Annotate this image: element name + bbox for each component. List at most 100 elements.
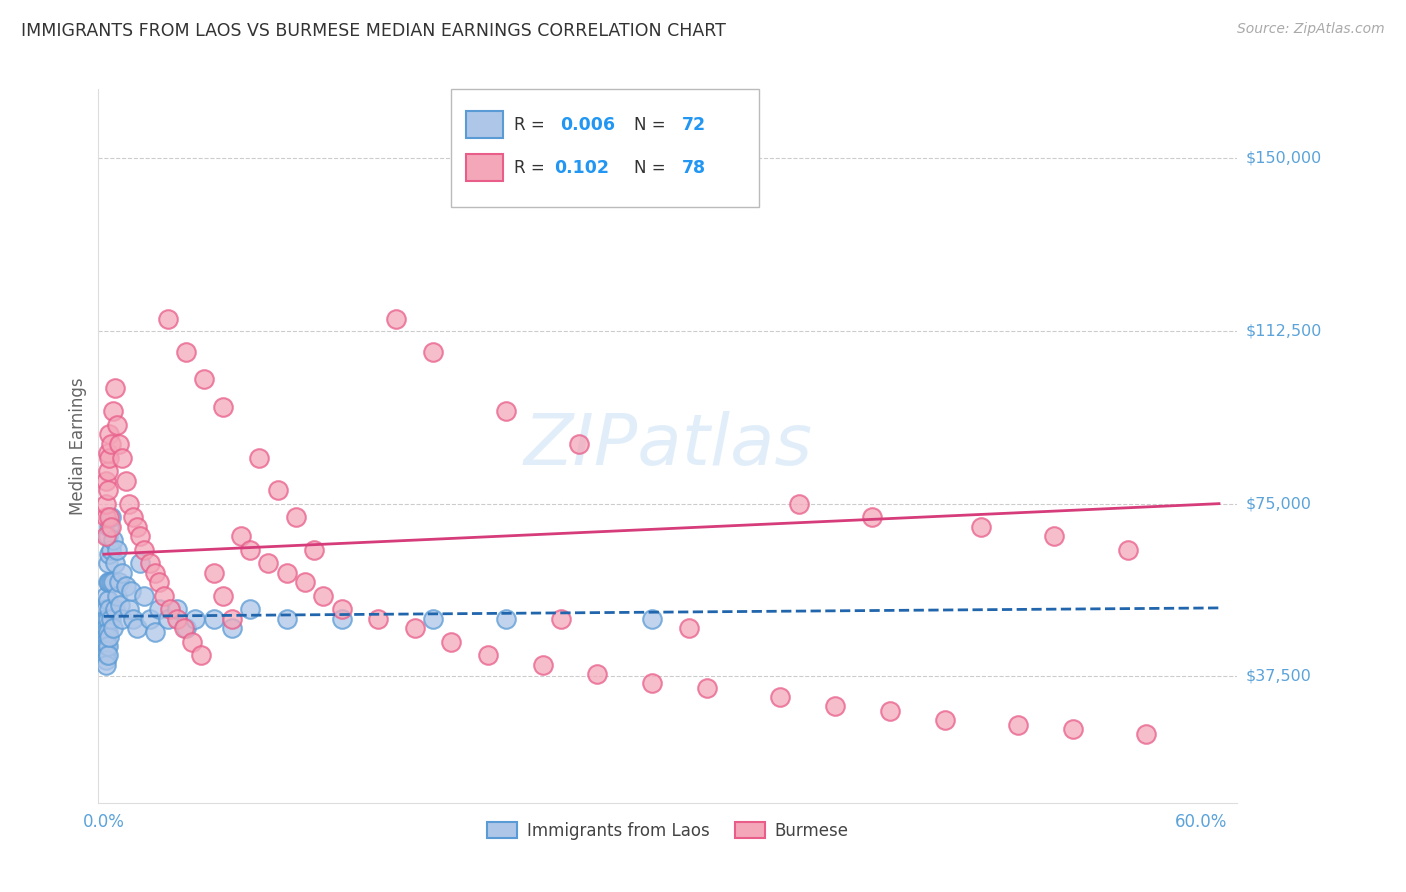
Point (148, 574, 170, 589)
Point (101, 621, 124, 635)
Point (129, 557, 152, 571)
Point (173, 621, 195, 635)
Point (107, 574, 129, 589)
Point (180, 634, 202, 648)
Point (115, 474, 138, 488)
Point (143, 625, 166, 640)
Point (1007, 717, 1029, 731)
Point (385, 312, 408, 326)
Point (98, 450, 121, 465)
Point (125, 519, 148, 533)
Point (122, 612, 145, 626)
Point (422, 612, 444, 626)
Point (531, 657, 554, 672)
Point (94, 474, 117, 488)
Point (97, 446, 120, 460)
Point (118, 602, 141, 616)
Point (211, 589, 233, 603)
Point (97, 625, 120, 640)
Point (166, 602, 188, 616)
Point (174, 344, 197, 359)
Point (221, 621, 243, 635)
FancyBboxPatch shape (467, 112, 503, 138)
Point (404, 621, 426, 635)
Point (586, 666, 609, 681)
Point (105, 542, 128, 557)
Point (94, 644, 117, 658)
Point (302, 542, 325, 557)
Point (94, 589, 117, 603)
Point (696, 681, 718, 695)
Point (94, 497, 117, 511)
Point (440, 634, 463, 648)
Point (104, 557, 127, 571)
Point (111, 612, 134, 626)
Point (97, 574, 120, 589)
Point (211, 400, 233, 414)
Point (1135, 727, 1157, 741)
Text: ZIPatlas: ZIPatlas (523, 411, 813, 481)
Point (100, 436, 122, 450)
Point (477, 648, 499, 663)
Point (312, 589, 335, 603)
Point (97, 464, 120, 478)
Point (98, 519, 121, 533)
Text: R =: R = (515, 159, 550, 177)
Point (100, 542, 122, 557)
Point (97, 612, 120, 626)
Point (787, 497, 810, 511)
Y-axis label: Median Earnings: Median Earnings (69, 377, 87, 515)
Point (94, 602, 117, 616)
FancyBboxPatch shape (467, 154, 503, 181)
Text: 0.102: 0.102 (554, 159, 609, 177)
Point (495, 404, 517, 418)
Legend: Immigrants from Laos, Burmese: Immigrants from Laos, Burmese (478, 814, 858, 848)
Point (1043, 529, 1066, 543)
Point (367, 612, 389, 626)
Point (156, 612, 179, 626)
Text: $75,000: $75,000 (1246, 496, 1312, 511)
Point (101, 404, 124, 418)
Point (97, 557, 120, 571)
Point (294, 574, 316, 589)
Point (156, 312, 179, 326)
Point (166, 612, 188, 626)
Point (422, 344, 444, 359)
Point (174, 621, 197, 635)
Point (266, 483, 288, 497)
Point (94, 653, 117, 667)
Point (641, 612, 664, 626)
Point (239, 542, 262, 557)
Point (1062, 722, 1084, 736)
Text: R =: R = (515, 116, 550, 134)
Point (111, 566, 134, 580)
Point (100, 519, 122, 533)
Point (105, 589, 128, 603)
Point (143, 566, 166, 580)
Point (769, 690, 792, 704)
Point (105, 418, 128, 433)
Point (550, 612, 572, 626)
Point (120, 584, 142, 599)
Point (153, 589, 176, 603)
Point (100, 574, 122, 589)
Text: $37,500: $37,500 (1246, 669, 1312, 683)
Point (202, 612, 225, 626)
Point (678, 621, 700, 635)
Point (111, 450, 134, 465)
Point (110, 598, 132, 612)
Point (98, 630, 121, 644)
Point (190, 648, 212, 663)
Point (100, 510, 122, 524)
Point (94, 625, 117, 640)
Point (104, 381, 127, 395)
Point (184, 612, 207, 626)
Point (330, 612, 353, 626)
Point (125, 621, 148, 635)
Text: N =: N = (634, 159, 671, 177)
Point (98, 510, 121, 524)
Point (229, 529, 252, 543)
Point (641, 676, 664, 690)
Point (129, 529, 152, 543)
Point (159, 602, 181, 616)
